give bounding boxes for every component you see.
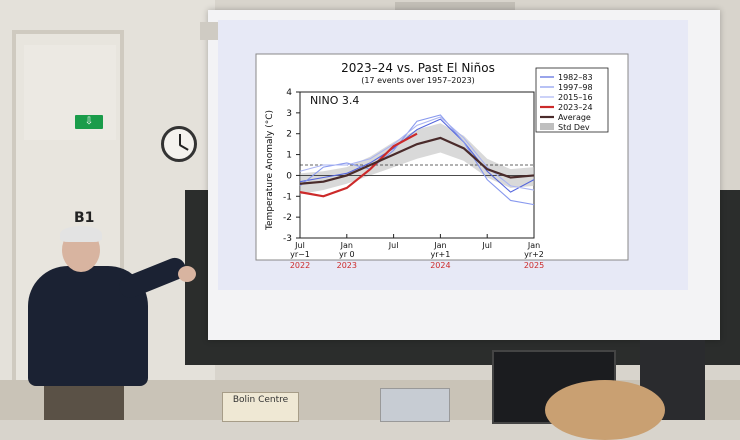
x-tick-label: Jan xyxy=(340,241,353,250)
y-axis-label: Temperature Anomaly (°C) xyxy=(265,110,275,231)
audience-head xyxy=(545,380,665,440)
legend-box xyxy=(535,67,609,133)
laptop xyxy=(380,388,450,422)
x-tick-label: Jul xyxy=(481,241,492,250)
y-tick-label: 3 xyxy=(286,109,292,119)
nino-chart: 2023–24 vs. Past El Niños (17 events ove… xyxy=(255,53,629,270)
x-tick-label: Jan xyxy=(527,241,540,250)
chart-subtitle: (17 events over 1957–2023) xyxy=(361,76,475,85)
series-line xyxy=(299,114,535,206)
legend-label: 1982–83 xyxy=(558,73,593,82)
series-line xyxy=(299,116,535,191)
chart-title: 2023–24 vs. Past El Niños xyxy=(341,61,495,75)
presenter-hair xyxy=(60,226,102,242)
x-tick-label: Jul xyxy=(294,241,305,250)
legend-swatch xyxy=(540,123,554,130)
series-line xyxy=(299,132,418,198)
presenter-hand xyxy=(178,266,196,282)
legend-label: 2023–24 xyxy=(558,103,593,112)
clock-icon xyxy=(161,126,197,162)
room-label: B1 xyxy=(74,210,95,226)
y-tick-label: 2 xyxy=(286,130,292,140)
legend-label: Std Dev xyxy=(558,123,590,132)
x-tick-sublabel: yr+2 xyxy=(524,250,544,259)
year-label: 2023 xyxy=(337,261,357,270)
y-tick-label: 1 xyxy=(286,151,292,161)
x-tick-sublabel: yr 0 xyxy=(339,250,355,259)
x-tick-sublabel: yr+1 xyxy=(430,250,450,259)
y-tick-label: 0 xyxy=(286,171,292,181)
year-label: 2024 xyxy=(430,261,450,270)
legend-label: 1997–98 xyxy=(558,83,593,92)
series-line xyxy=(299,118,535,193)
y-tick-label: 4 xyxy=(286,88,292,98)
desk-sign: Bolin Centre xyxy=(222,392,299,422)
x-tick-label: Jan xyxy=(433,241,446,250)
year-label: 2022 xyxy=(290,261,310,270)
legend-label: Average xyxy=(558,113,591,122)
y-tick-label: -3 xyxy=(283,234,292,244)
y-tick-label: -2 xyxy=(283,213,292,223)
exit-sign-icon: ⇩ xyxy=(75,115,103,129)
y-tick-label: -1 xyxy=(283,192,292,202)
x-tick-label: Jul xyxy=(388,241,399,250)
inset-label: NINO 3.4 xyxy=(310,94,359,107)
lecture-room: ⇩ B1 2023–24 vs. Past El Niños (17 event… xyxy=(0,0,740,420)
std-dev-band xyxy=(300,123,534,195)
x-tick-sublabel: yr−1 xyxy=(290,250,310,259)
series-line xyxy=(299,136,535,185)
legend-label: 2015–16 xyxy=(558,93,593,102)
year-label: 2025 xyxy=(524,261,544,270)
